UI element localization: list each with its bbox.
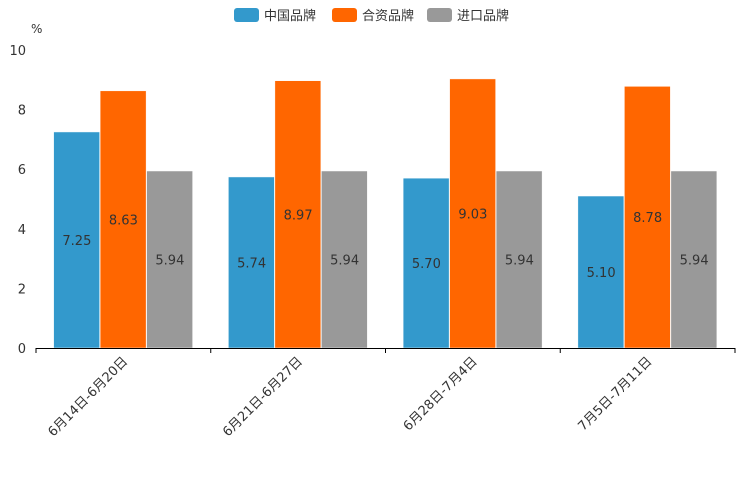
x-tick-label: 6月28日-7月4日 xyxy=(401,354,481,434)
bar xyxy=(228,176,275,349)
y-axis-unit-label: % xyxy=(31,22,42,36)
bar xyxy=(274,80,322,349)
bar-value-label: 8.78 xyxy=(633,211,662,226)
bar xyxy=(624,86,671,349)
bar xyxy=(402,177,450,349)
bar-value-label: 5.94 xyxy=(680,253,709,268)
bar-value-label: 8.97 xyxy=(284,208,313,223)
x-tick-label: 7月5日-7月11日 xyxy=(576,354,656,434)
legend: 中国品牌 合资品牌 进口品牌 xyxy=(234,8,509,24)
bar-value-label: 5.10 xyxy=(587,266,616,281)
bar-value-label: 5.94 xyxy=(155,253,184,268)
bar-value-label: 9.03 xyxy=(458,207,487,222)
y-tick-label: 6 xyxy=(18,163,26,178)
bar xyxy=(146,170,193,349)
y-tick-label: 8 xyxy=(18,104,26,119)
y-tick-label: 2 xyxy=(18,282,26,297)
x-tick-label: 6月21日-6月27日 xyxy=(220,354,306,440)
legend-label: 进口品牌 xyxy=(457,8,509,24)
bar-value-label: 5.74 xyxy=(237,256,266,271)
legend-swatch xyxy=(234,8,259,22)
bar xyxy=(670,170,718,349)
legend-label: 中国品牌 xyxy=(264,8,316,24)
y-tick-label: 10 xyxy=(9,44,26,59)
bar xyxy=(577,195,625,349)
bar xyxy=(321,170,368,349)
bar-value-label: 8.63 xyxy=(109,213,138,228)
bar-value-label: 5.94 xyxy=(330,253,359,268)
x-tick-label: 6月14日-6月20日 xyxy=(45,354,131,440)
legend-label: 合资品牌 xyxy=(362,8,414,24)
bars xyxy=(53,78,718,349)
legend-swatch xyxy=(332,8,357,22)
y-tick-label: 0 xyxy=(18,342,26,357)
bar xyxy=(53,131,100,349)
bar xyxy=(99,90,147,349)
bar-value-label: 5.94 xyxy=(505,253,534,268)
x-axis: 6月14日-6月20日 6月21日-6月27日 6月28日-7月4日 7月5日-7月1… xyxy=(35,348,736,440)
legend-item: 中国品牌 xyxy=(234,8,316,24)
y-tick-label: 4 xyxy=(18,223,26,238)
bar-value-label: 5.70 xyxy=(412,257,441,272)
legend-item: 合资品牌 xyxy=(332,8,414,24)
bar xyxy=(449,78,496,349)
y-axis: 0 2 4 6 8 10 xyxy=(9,44,26,357)
bar-labels: 7.25 8.63 5.94 5.74 8.97 5.94 5.70 9.03 5.94 5.10… xyxy=(62,207,708,281)
legend-swatch xyxy=(427,8,452,22)
bar-value-label: 7.25 xyxy=(62,234,91,249)
legend-item: 进口品牌 xyxy=(427,8,509,24)
